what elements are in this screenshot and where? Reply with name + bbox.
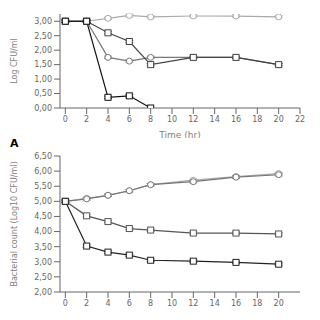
svg-text:5,00: 5,00 xyxy=(34,197,52,206)
svg-text:20: 20 xyxy=(274,299,284,308)
svg-text:6,00: 6,00 xyxy=(34,167,52,176)
svg-text:18: 18 xyxy=(252,115,262,124)
svg-text:12: 12 xyxy=(188,299,198,308)
svg-text:1,00: 1,00 xyxy=(34,75,52,84)
svg-text:Log CFU/ml: Log CFU/ml xyxy=(10,38,19,84)
svg-text:Time (hr): Time (hr) xyxy=(158,130,200,138)
svg-text:10: 10 xyxy=(167,115,177,124)
svg-text:22: 22 xyxy=(295,115,305,124)
svg-text:6: 6 xyxy=(127,299,132,308)
svg-text:3,00: 3,00 xyxy=(34,17,52,26)
svg-text:4,50: 4,50 xyxy=(34,212,52,221)
svg-text:16: 16 xyxy=(231,115,241,124)
svg-text:16: 16 xyxy=(231,299,241,308)
svg-text:2,50: 2,50 xyxy=(34,32,52,41)
svg-text:14: 14 xyxy=(210,115,220,124)
svg-text:4: 4 xyxy=(105,299,110,308)
svg-text:3,50: 3,50 xyxy=(34,243,52,252)
svg-text:20: 20 xyxy=(274,115,284,124)
svg-text:4: 4 xyxy=(105,115,110,124)
svg-text:0: 0 xyxy=(63,115,68,124)
svg-text:2: 2 xyxy=(84,299,89,308)
svg-text:6: 6 xyxy=(127,115,132,124)
svg-text:12: 12 xyxy=(188,115,198,124)
svg-text:0,50: 0,50 xyxy=(34,89,52,98)
svg-text:4,00: 4,00 xyxy=(34,227,52,236)
svg-text:10: 10 xyxy=(167,299,177,308)
svg-text:0: 0 xyxy=(63,299,68,308)
svg-text:18: 18 xyxy=(252,299,262,308)
svg-text:2,00: 2,00 xyxy=(34,46,52,55)
svg-text:Bacterial count (Log10 CFU/ml): Bacterial count (Log10 CFU/ml) xyxy=(10,161,19,286)
html-text:A: A xyxy=(10,137,19,150)
svg-text:8: 8 xyxy=(148,299,153,308)
svg-text:2,50: 2,50 xyxy=(34,273,52,282)
svg-text:14: 14 xyxy=(210,299,220,308)
svg-text:3,00: 3,00 xyxy=(34,258,52,267)
svg-text:0,00: 0,00 xyxy=(34,104,52,113)
svg-text:6,50: 6,50 xyxy=(34,152,52,161)
svg-text:2: 2 xyxy=(84,115,89,124)
svg-text:2,00: 2,00 xyxy=(34,288,52,297)
svg-text:1,50: 1,50 xyxy=(34,60,52,69)
svg-text:5,50: 5,50 xyxy=(34,182,52,191)
svg-text:8: 8 xyxy=(148,115,153,124)
